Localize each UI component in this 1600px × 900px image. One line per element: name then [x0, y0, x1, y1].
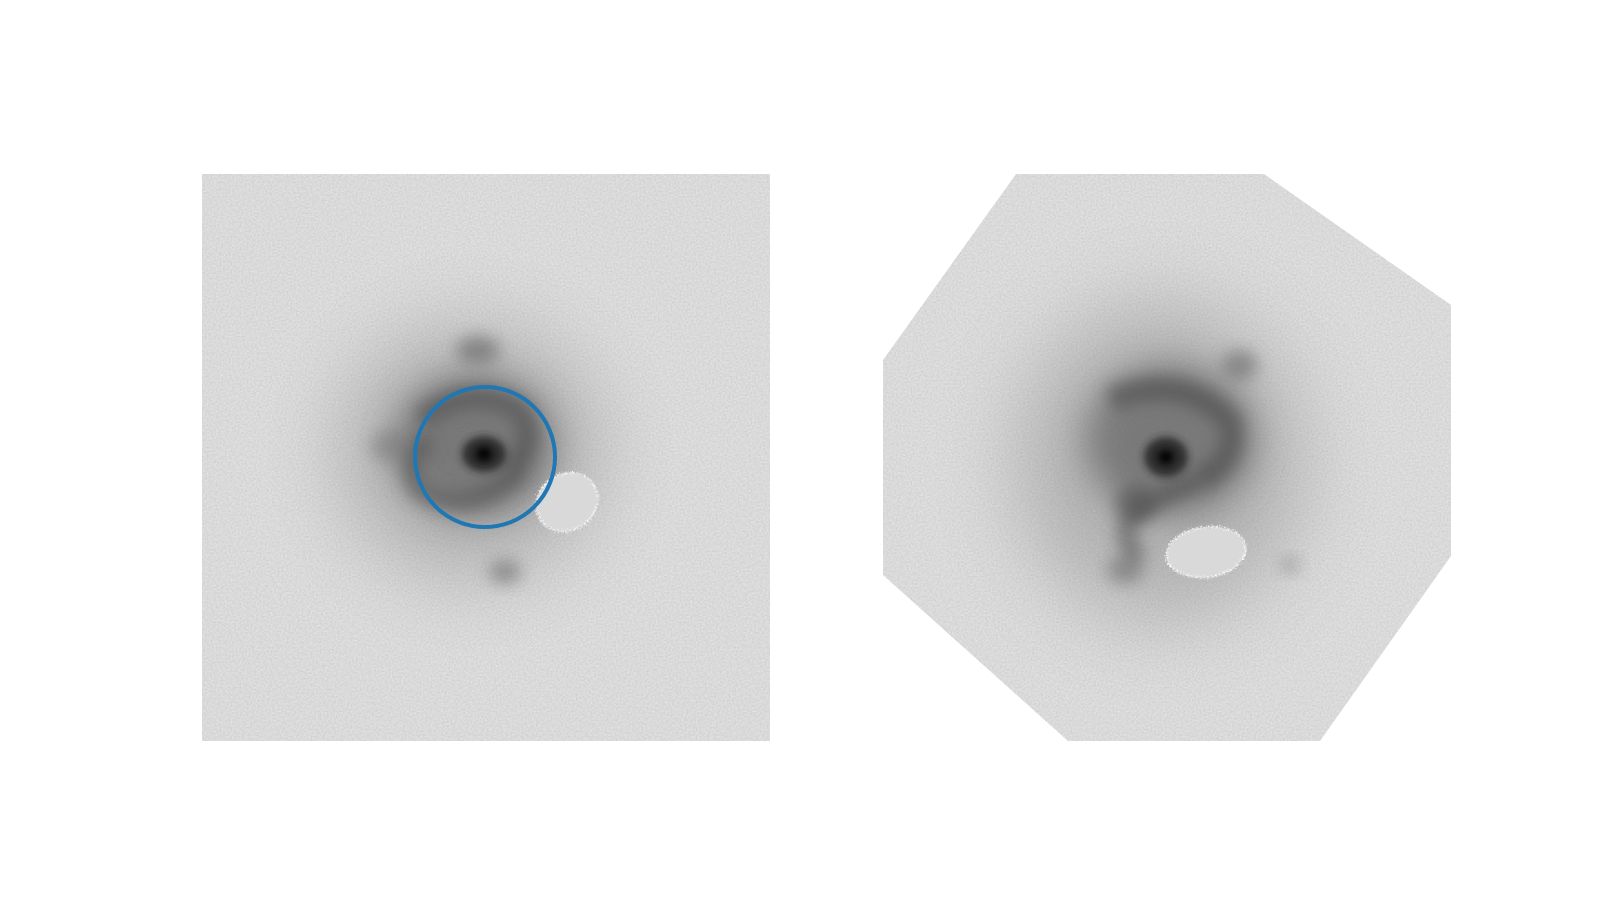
aperture-circle — [413, 385, 557, 529]
right-masked-star — [1165, 525, 1247, 579]
right-galaxy — [1015, 302, 1305, 622]
right-galaxy-panel — [883, 174, 1451, 741]
left-galaxy-panel — [202, 174, 770, 741]
